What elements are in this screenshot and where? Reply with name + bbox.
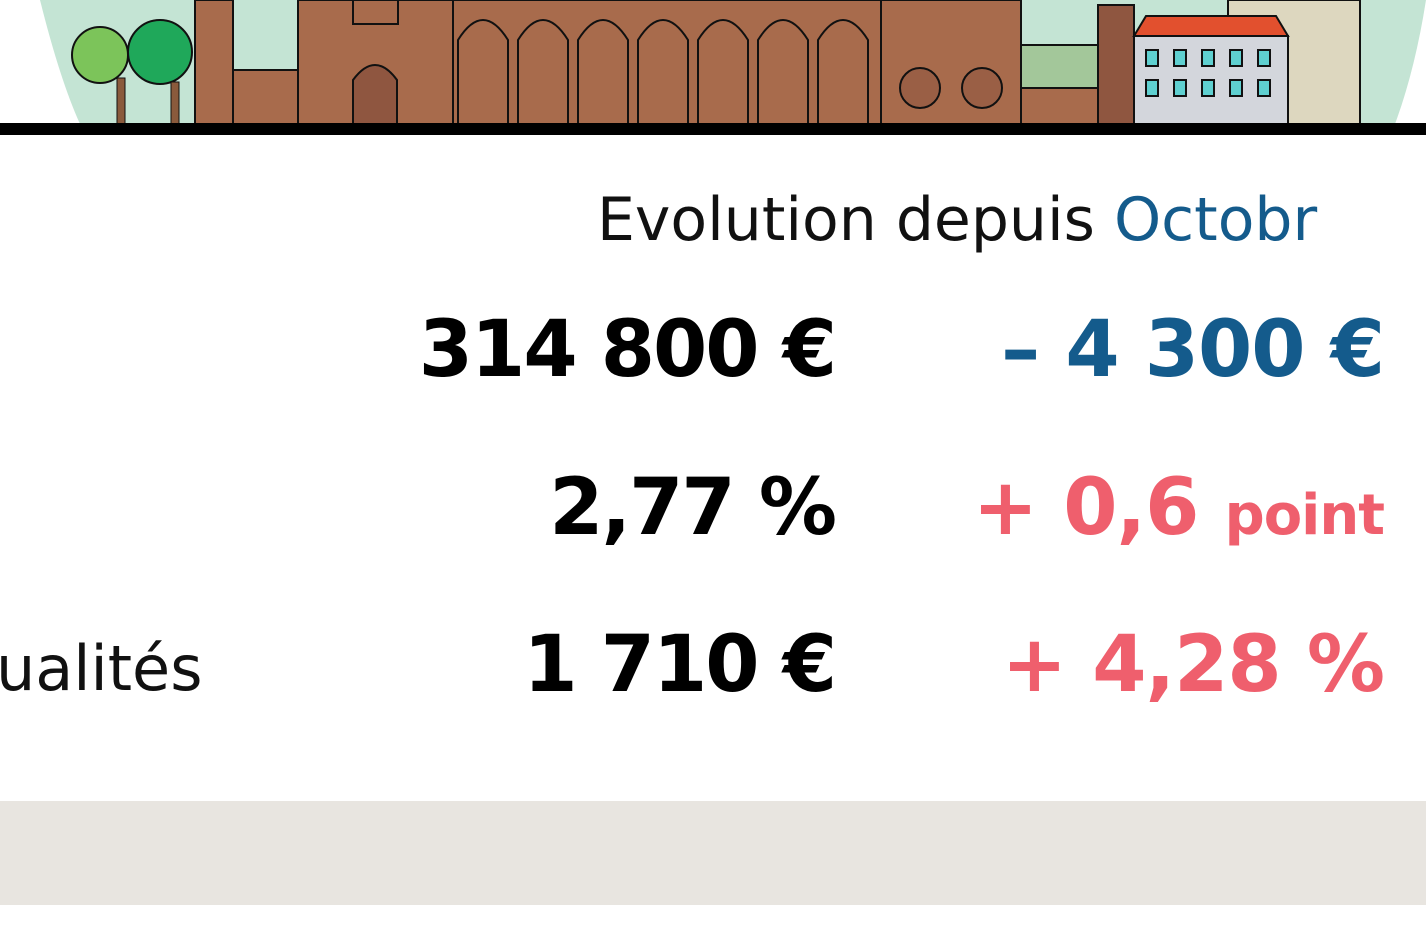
row-evolution: + 4,28 % bbox=[1002, 620, 1384, 710]
page: {"header": {"title": "Evolution depuis",… bbox=[0, 0, 1426, 929]
row-value: 314 800 € bbox=[419, 305, 835, 395]
section-title: Evolution depuis Octobr bbox=[597, 185, 1317, 255]
row-evolution: – 4 300 € bbox=[1001, 305, 1384, 395]
title-text: Evolution depuis bbox=[597, 185, 1095, 255]
evolution-value: + 0,6 bbox=[973, 463, 1199, 553]
title-highlight: Octobr bbox=[1114, 185, 1317, 255]
skyline-illustration bbox=[0, 0, 1426, 136]
row-value: 2,77 % bbox=[549, 463, 835, 553]
row-label: ualités bbox=[0, 632, 203, 705]
row-value: 1 710 € bbox=[523, 620, 835, 710]
footer-band bbox=[0, 801, 1426, 905]
row-evolution: + 0,6 point bbox=[973, 463, 1384, 553]
evolution-unit: point bbox=[1225, 483, 1384, 548]
